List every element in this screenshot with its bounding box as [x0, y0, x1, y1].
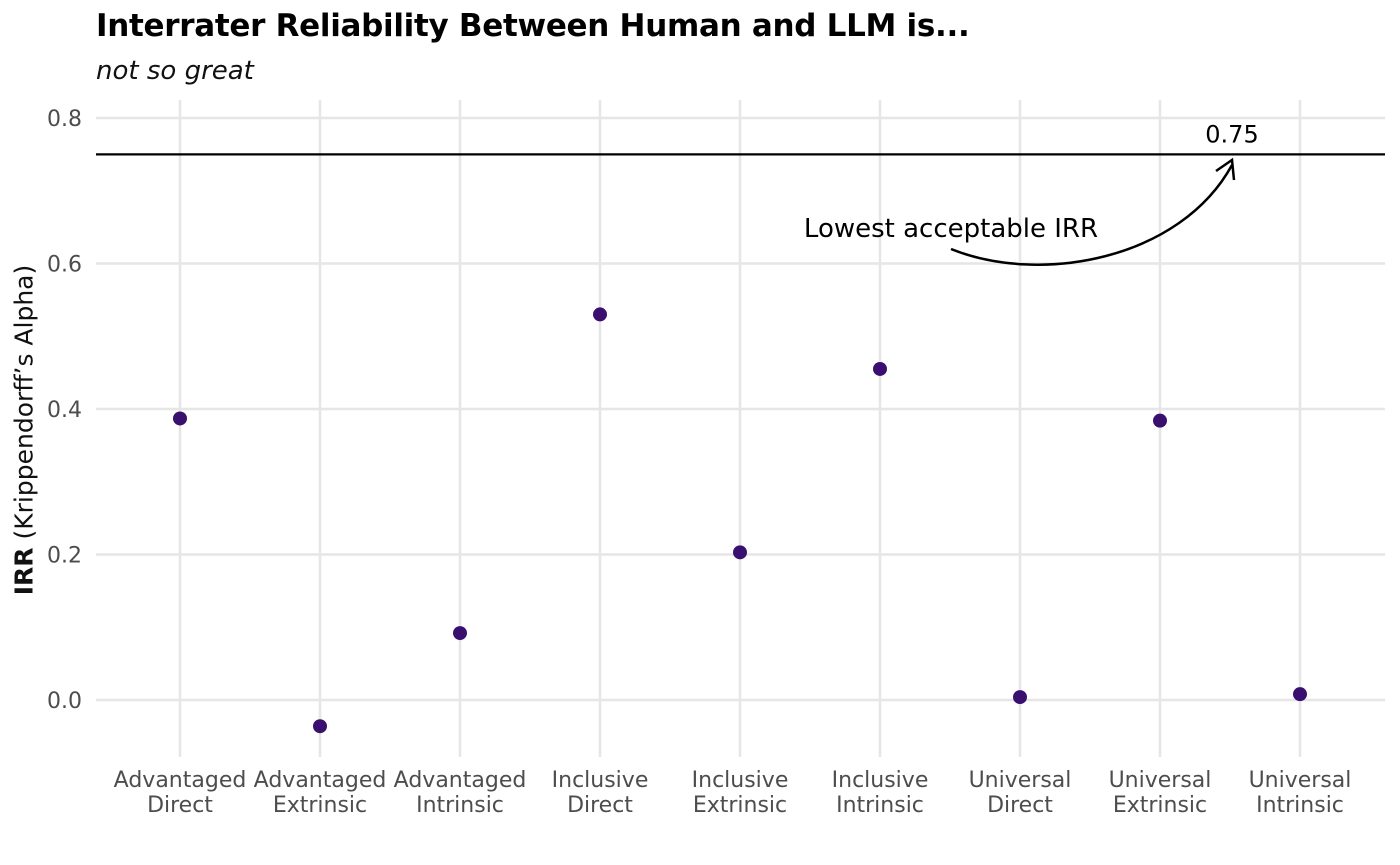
- chart-subtitle: not so great: [96, 56, 254, 86]
- y-tick-label: 0.6: [47, 253, 82, 278]
- x-tick-label: Universal Intrinsic: [1249, 768, 1352, 818]
- data-point: [453, 626, 467, 641]
- x-tick-label-line: Advantaged: [114, 768, 247, 793]
- x-tick-label-line: Inclusive: [832, 768, 929, 793]
- x-tick-label-line: Universal: [1109, 768, 1212, 793]
- grid-lines: [96, 100, 1385, 757]
- x-tick-label-line: Intrinsic: [1256, 793, 1344, 818]
- x-tick-label-line: Universal: [1249, 768, 1352, 793]
- reference-line-group: 0.75: [96, 120, 1385, 156]
- data-point: [1153, 413, 1167, 428]
- x-tick-label-line: Direct: [567, 793, 633, 818]
- data-points: [173, 307, 1307, 734]
- x-tick-label: Inclusive Extrinsic: [692, 768, 789, 818]
- x-tick-label: Inclusive Direct: [552, 768, 649, 818]
- x-tick-label: Universal Direct: [969, 768, 1072, 818]
- data-point: [593, 307, 607, 322]
- x-tick-label-line: Inclusive: [692, 768, 789, 793]
- reference-line-label: 0.75: [1205, 120, 1258, 148]
- chart-title: Interrater Reliability Between Human and…: [96, 8, 970, 44]
- y-tick-label: 0.4: [47, 398, 82, 423]
- x-tick-label-line: Extrinsic: [693, 793, 787, 818]
- data-point: [1293, 687, 1307, 702]
- x-tick-label: Advantaged Direct: [114, 768, 247, 818]
- y-tick-label: 0.8: [47, 107, 82, 132]
- x-tick-label-line: Advantaged: [254, 768, 387, 793]
- annotation-arrow: [950, 164, 1234, 266]
- x-tick-label-line: Advantaged: [394, 768, 527, 793]
- data-point: [873, 361, 887, 376]
- x-tick-label: Universal Extrinsic: [1109, 768, 1212, 818]
- x-tick-label: Advantaged Intrinsic: [394, 768, 527, 818]
- x-tick-label-line: Universal: [969, 768, 1072, 793]
- annotation-group: Lowest acceptable IRR: [804, 157, 1236, 266]
- x-tick-label-line: Intrinsic: [416, 793, 504, 818]
- x-tick-label-line: Extrinsic: [273, 793, 367, 818]
- x-tick-label: Inclusive Intrinsic: [832, 768, 929, 818]
- x-tick-label-line: Inclusive: [552, 768, 649, 793]
- x-tick-label-line: Direct: [987, 793, 1053, 818]
- y-tick-label: 0.0: [47, 689, 82, 714]
- x-tick-label-line: Intrinsic: [836, 793, 924, 818]
- annotation-text: Lowest acceptable IRR: [804, 214, 1098, 244]
- data-point: [1013, 690, 1027, 705]
- x-tick-label: Advantaged Extrinsic: [254, 768, 387, 818]
- y-tick-label: 0.2: [47, 544, 82, 569]
- x-tick-label-line: Extrinsic: [1113, 793, 1207, 818]
- data-point: [173, 411, 187, 426]
- data-point: [313, 719, 327, 734]
- annotation-arrowhead: [1215, 157, 1236, 181]
- x-tick-label-line: Direct: [147, 793, 213, 818]
- y-tick-labels: 0.0 0.2 0.4 0.6 0.8: [47, 107, 82, 714]
- data-point: [733, 545, 747, 560]
